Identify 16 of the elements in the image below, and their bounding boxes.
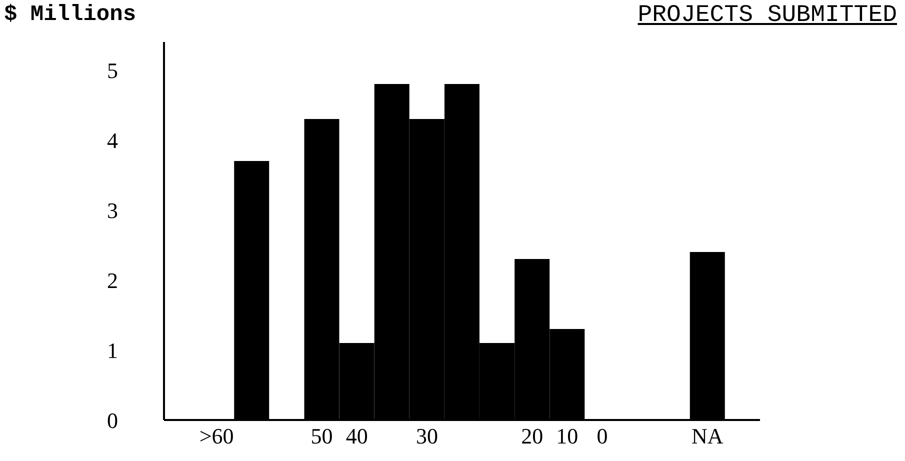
x-tick-label: NA bbox=[692, 424, 724, 449]
x-tick-label: 0 bbox=[596, 424, 608, 449]
y-tick-label: 2 bbox=[107, 268, 118, 293]
y-tick-label: 4 bbox=[107, 128, 118, 153]
y-tick-label: 5 bbox=[107, 58, 118, 83]
y-axis-title: $ Millions bbox=[4, 2, 136, 27]
chart-title: PROJECTS SUBMITTED bbox=[638, 2, 897, 29]
x-tick-label: 30 bbox=[416, 424, 438, 449]
y-tick-label: 1 bbox=[107, 338, 118, 363]
x-tick-label: 40 bbox=[346, 424, 368, 449]
x-tick-label: >60 bbox=[199, 424, 234, 449]
x-tick-label: 20 bbox=[521, 424, 544, 449]
y-tick-label: 3 bbox=[107, 198, 118, 223]
x-tick-label: 10 bbox=[556, 424, 578, 449]
y-tick-label: 0 bbox=[107, 408, 118, 433]
x-tick-label: 50 bbox=[310, 424, 333, 449]
